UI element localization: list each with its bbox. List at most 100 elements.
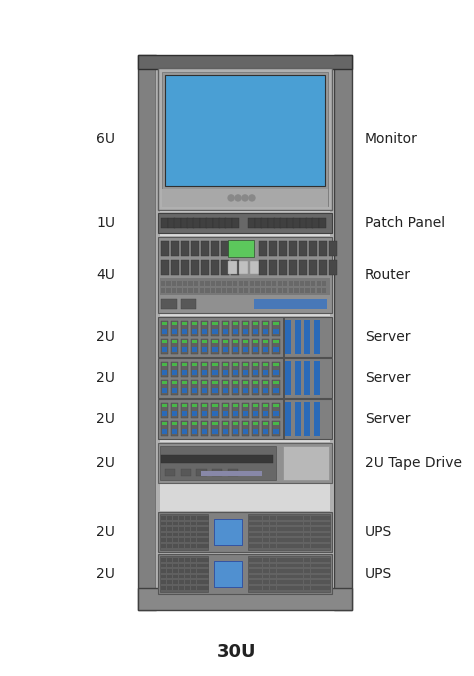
Bar <box>244 288 248 293</box>
Bar <box>324 544 330 548</box>
Bar <box>290 544 297 548</box>
Bar <box>263 422 268 425</box>
Bar <box>179 533 184 536</box>
Bar <box>242 420 249 435</box>
Bar <box>270 575 276 579</box>
Bar <box>194 288 198 293</box>
Bar <box>161 288 165 293</box>
Bar <box>203 527 209 531</box>
Bar <box>272 288 276 293</box>
Bar <box>242 403 249 418</box>
Bar <box>185 516 191 520</box>
Bar <box>249 522 255 525</box>
Bar <box>191 380 198 395</box>
Bar <box>212 411 218 416</box>
Bar <box>174 218 181 228</box>
Bar <box>233 347 238 352</box>
Bar <box>192 404 197 407</box>
Bar <box>173 569 178 573</box>
Bar <box>191 321 198 335</box>
Bar <box>310 569 317 573</box>
Bar <box>310 564 317 567</box>
Bar <box>191 569 197 573</box>
Bar <box>219 218 226 228</box>
Bar <box>233 429 238 434</box>
Bar <box>223 388 228 393</box>
Bar <box>243 381 248 384</box>
Bar <box>179 538 184 542</box>
Bar <box>270 564 276 567</box>
Bar <box>212 429 218 434</box>
Bar <box>172 381 177 384</box>
Bar <box>202 422 208 425</box>
Bar <box>273 429 279 434</box>
Bar <box>253 429 258 434</box>
Bar <box>182 241 190 256</box>
Text: 2U: 2U <box>96 330 115 344</box>
Bar <box>161 586 166 589</box>
Bar <box>283 544 290 548</box>
Bar <box>187 218 194 228</box>
Bar <box>273 381 279 384</box>
Bar <box>290 538 297 542</box>
Bar <box>191 260 200 274</box>
Bar <box>255 281 260 285</box>
Bar <box>156 482 334 484</box>
Bar <box>173 575 178 579</box>
Bar <box>172 260 180 274</box>
Bar <box>185 544 191 548</box>
Bar <box>166 281 171 285</box>
Bar <box>293 218 300 228</box>
Bar <box>185 569 191 573</box>
Bar <box>212 388 218 393</box>
Bar <box>138 588 352 610</box>
Bar <box>223 363 228 366</box>
Bar <box>304 569 310 573</box>
Bar <box>222 403 229 418</box>
Bar <box>305 281 310 285</box>
Bar <box>283 281 287 285</box>
Bar <box>202 388 208 393</box>
Bar <box>324 569 330 573</box>
Bar <box>223 329 228 334</box>
Bar <box>168 218 175 228</box>
Bar <box>243 322 248 325</box>
Bar <box>253 381 258 384</box>
Bar <box>223 422 228 425</box>
Bar <box>314 320 320 354</box>
Bar <box>285 402 291 436</box>
Bar <box>232 321 239 335</box>
Bar <box>158 68 332 210</box>
Bar <box>305 288 310 293</box>
Bar <box>263 429 268 434</box>
Bar <box>243 340 248 343</box>
Bar <box>191 339 198 354</box>
Bar <box>192 363 197 366</box>
Bar <box>273 363 279 366</box>
Bar <box>162 218 168 228</box>
Bar <box>172 241 180 256</box>
Bar <box>232 403 239 418</box>
Bar <box>183 288 187 293</box>
Bar <box>281 218 287 228</box>
Bar <box>156 69 160 588</box>
Bar <box>329 241 337 256</box>
Bar <box>172 404 177 407</box>
Bar <box>329 260 337 274</box>
Bar <box>228 261 237 274</box>
Bar <box>242 321 249 335</box>
Bar <box>202 429 208 434</box>
Bar <box>249 575 255 579</box>
Bar <box>171 420 178 435</box>
Bar <box>243 363 248 366</box>
Bar <box>297 586 303 589</box>
Bar <box>256 538 263 542</box>
Bar <box>214 561 242 587</box>
Bar <box>181 299 196 309</box>
Bar <box>324 533 330 536</box>
Bar <box>191 564 197 567</box>
Bar <box>322 288 327 293</box>
Bar <box>161 581 166 584</box>
Bar <box>277 575 283 579</box>
Bar <box>212 340 218 343</box>
